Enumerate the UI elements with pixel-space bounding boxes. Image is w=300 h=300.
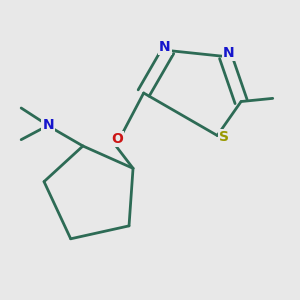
Text: N: N	[42, 118, 54, 132]
Text: N: N	[159, 40, 171, 54]
Text: N: N	[223, 46, 235, 60]
Text: O: O	[111, 132, 123, 146]
Text: S: S	[219, 130, 229, 144]
